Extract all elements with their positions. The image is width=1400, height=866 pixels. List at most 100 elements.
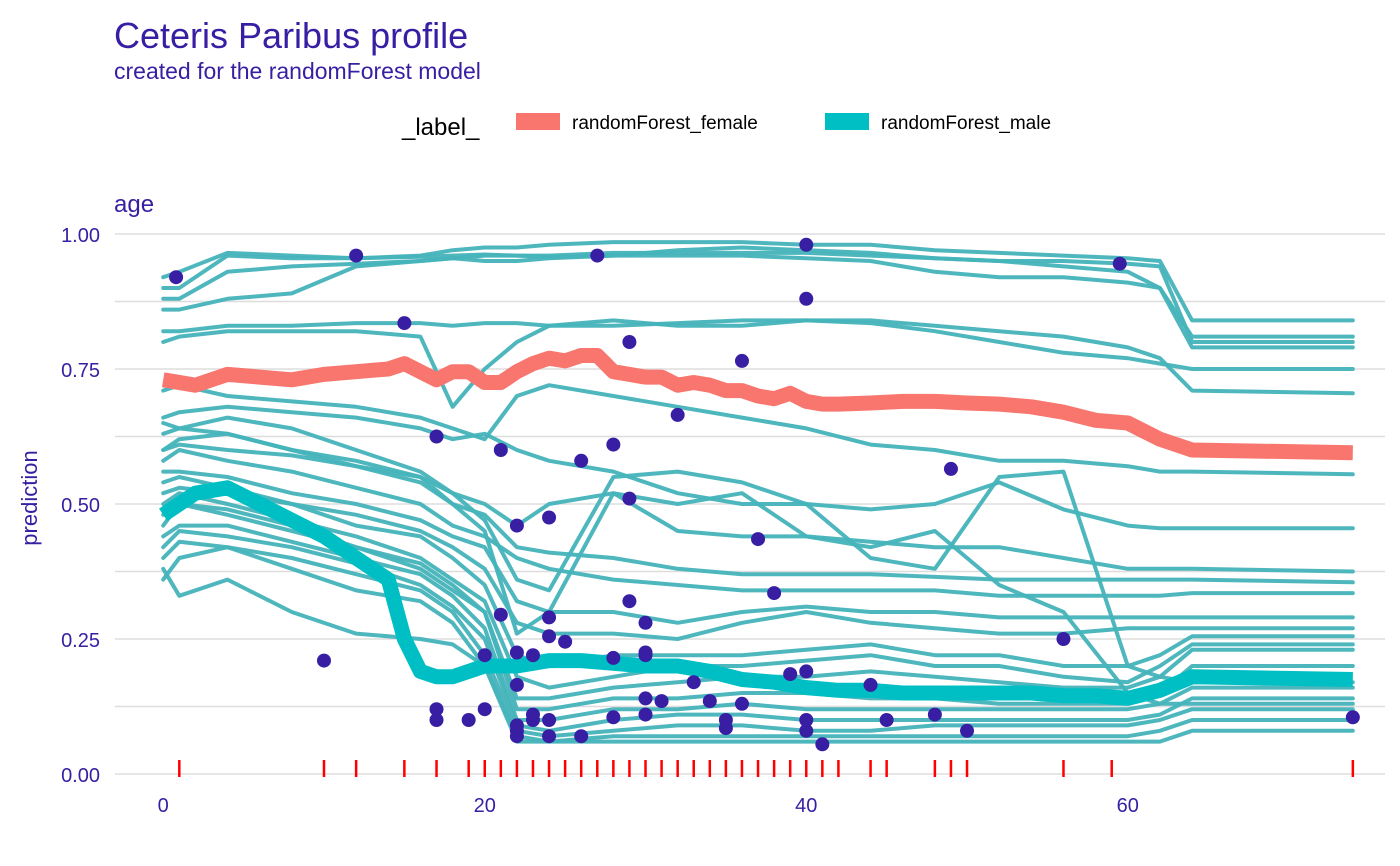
female-profile-line (161, 348, 1353, 461)
observation-point-7 (461, 713, 476, 727)
observation-point-64 (1112, 256, 1127, 271)
male-profile-3 (161, 245, 1355, 350)
panel-label: age (114, 191, 154, 218)
x-tick-label-3: 60 (1117, 795, 1139, 817)
male-profile-22 (161, 415, 1355, 685)
legend-swatch-female (516, 113, 560, 130)
male-mean-profile-path (159, 480, 1353, 706)
observation-points (169, 237, 1360, 752)
observation-point-33 (622, 335, 637, 349)
male-profile-10 (161, 448, 1355, 598)
male-profile-21 (161, 545, 1355, 744)
observation-point-52 (799, 237, 814, 252)
x-tick-label-2: 40 (795, 795, 817, 817)
observation-point-4 (429, 429, 444, 444)
observation-point-42 (670, 407, 685, 422)
observation-point-48 (734, 696, 749, 711)
observation-point-5 (429, 702, 444, 717)
observation-point-24 (542, 713, 557, 727)
observation-point-39 (638, 691, 653, 706)
observation-point-61 (943, 461, 958, 476)
observation-point-51 (783, 667, 798, 682)
male-profile-18 (161, 529, 1355, 733)
observation-point-19 (525, 707, 540, 722)
male-mean-profile-line (159, 480, 1353, 706)
x-tick-labels: 0 20 40 60 (158, 795, 1139, 817)
y-tick-label-4: 1.00 (61, 225, 100, 247)
male-profile-7 (161, 404, 1355, 531)
observation-point-29 (590, 248, 605, 263)
observation-point-63 (1056, 632, 1071, 646)
legend-label-female: randomForest_female (572, 113, 758, 134)
observation-point-23 (542, 629, 557, 644)
female-profile-path (161, 348, 1353, 461)
observation-point-12 (509, 518, 524, 533)
y-tick-label-2: 0.50 (61, 495, 100, 517)
rug-marks (178, 760, 1355, 777)
legend-swatch-male (825, 113, 869, 130)
male-profile-6 (161, 383, 1355, 477)
male-profile-9 (161, 442, 1355, 585)
observation-point-34 (622, 491, 637, 506)
chart-title: Ceteris Paribus profile (114, 15, 468, 56)
observation-point-25 (542, 729, 557, 744)
male-profile-20 (161, 566, 1355, 744)
observation-point-38 (638, 645, 653, 660)
male-profile-5 (161, 318, 1355, 409)
male-profile-12 (161, 475, 1355, 641)
observation-point-58 (863, 677, 878, 692)
observation-point-27 (574, 453, 589, 468)
observation-point-20 (525, 648, 540, 663)
observation-point-11 (493, 607, 508, 622)
male-profile-4 (161, 318, 1355, 371)
observation-point-62 (960, 723, 975, 738)
male-profile-2 (161, 253, 1355, 339)
observation-point-49 (751, 532, 766, 547)
observation-point-10 (493, 443, 508, 457)
legend-label-male: randomForest_male (881, 113, 1051, 134)
observation-point-44 (702, 694, 717, 709)
chart-subtitle: created for the randomForest model (114, 58, 481, 84)
observation-point-17 (509, 729, 524, 744)
male-profile-lines (161, 240, 1355, 744)
y-axis-label: prediction (17, 450, 42, 545)
observation-point-31 (606, 650, 621, 665)
y-tick-label-1: 0.25 (61, 630, 100, 652)
observation-point-28 (574, 729, 589, 744)
observation-point-65 (1345, 710, 1360, 725)
observation-point-32 (606, 710, 621, 725)
legend: _label_ randomForest_female randomForest… (401, 113, 1051, 141)
observation-point-6 (429, 713, 444, 727)
observation-point-43 (686, 675, 701, 690)
observation-point-60 (927, 707, 942, 722)
observation-point-0 (169, 270, 184, 285)
observation-point-22 (542, 610, 557, 625)
observation-point-1 (316, 653, 331, 668)
observation-point-26 (558, 634, 573, 649)
observation-point-53 (799, 291, 814, 306)
observation-point-2 (349, 248, 364, 263)
observation-point-35 (622, 594, 637, 609)
male-profile-19 (161, 539, 1355, 739)
y-tick-labels: 0.00 0.25 0.50 0.75 1.00 (61, 225, 100, 787)
x-tick-label-1: 20 (474, 795, 496, 817)
x-tick-label-0: 0 (158, 795, 169, 817)
observation-point-57 (815, 737, 830, 752)
observation-point-46 (718, 721, 733, 736)
observation-point-41 (654, 694, 669, 709)
observation-point-59 (879, 713, 894, 727)
observation-point-9 (477, 648, 492, 663)
male-profile-23 (161, 431, 1355, 706)
y-tick-label-3: 0.75 (61, 360, 100, 382)
observation-point-56 (799, 723, 814, 738)
y-tick-label-0: 0.00 (61, 765, 100, 787)
observation-point-40 (638, 707, 653, 722)
observation-point-50 (767, 586, 782, 601)
observation-point-3 (397, 316, 412, 331)
observation-point-55 (799, 713, 814, 727)
observation-point-36 (638, 615, 653, 630)
observation-point-14 (509, 677, 524, 692)
legend-title: _label_ (401, 114, 480, 141)
observation-point-30 (606, 437, 621, 452)
